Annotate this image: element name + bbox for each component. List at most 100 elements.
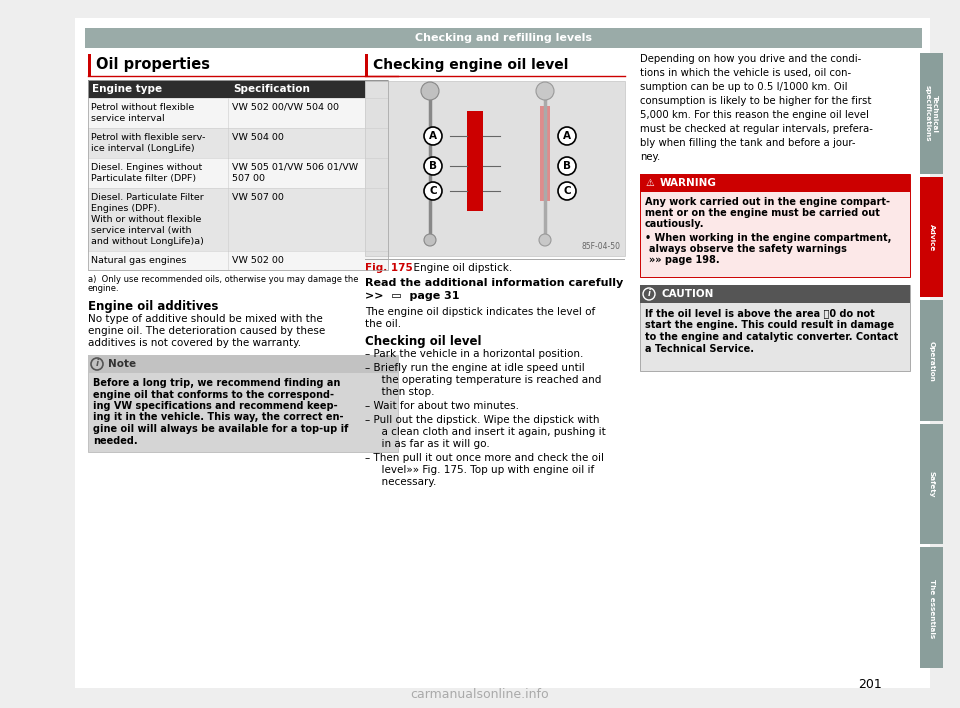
Text: Diesel. Engines without: Diesel. Engines without	[91, 163, 203, 172]
Text: Diesel. Particulate Filter: Diesel. Particulate Filter	[91, 193, 204, 202]
Text: engine oil that conforms to the correspond-: engine oil that conforms to the correspo…	[93, 389, 334, 399]
Text: C: C	[429, 186, 437, 196]
Text: – Then pull it out once more and check the oil: – Then pull it out once more and check t…	[365, 453, 604, 463]
Circle shape	[424, 157, 442, 175]
Bar	[920, 424, 943, 544]
Text: level»» Fig. 175. Top up with engine oil if: level»» Fig. 175. Top up with engine oil…	[375, 465, 594, 475]
Text: ice interval (LongLife): ice interval (LongLife)	[91, 144, 195, 153]
Circle shape	[558, 157, 576, 175]
Bar	[88, 98, 388, 128]
Text: Checking oil level: Checking oil level	[365, 335, 482, 348]
Text: Particulate filter (DPF): Particulate filter (DPF)	[91, 174, 196, 183]
Circle shape	[424, 182, 442, 200]
Text: The engine oil dipstick indicates the level of: The engine oil dipstick indicates the le…	[365, 307, 595, 317]
Text: VW 507 00: VW 507 00	[232, 193, 284, 202]
Text: carmanualsonline.info: carmanualsonline.info	[411, 688, 549, 702]
Text: Fig. 175: Fig. 175	[365, 263, 413, 273]
Text: gine oil will always be available for a top-up if: gine oil will always be available for a …	[93, 424, 348, 434]
Bar	[920, 176, 943, 297]
Text: Engines (DPF).: Engines (DPF).	[91, 204, 160, 213]
Text: Engine type: Engine type	[92, 84, 162, 94]
Text: B: B	[429, 161, 437, 171]
Text: Before a long trip, we recommend finding an: Before a long trip, we recommend finding…	[93, 378, 341, 388]
Text: Read the additional information carefully: Read the additional information carefull…	[365, 278, 623, 288]
Text: – Briefly run the engine at idle speed until: – Briefly run the engine at idle speed u…	[365, 363, 585, 373]
Circle shape	[536, 82, 554, 100]
Text: CAUTION: CAUTION	[662, 289, 714, 299]
Text: start the engine. This could result in damage: start the engine. This could result in d…	[645, 320, 894, 330]
Text: No type of additive should be mixed with the: No type of additive should be mixed with…	[88, 314, 323, 324]
Text: With or without flexible: With or without flexible	[91, 215, 202, 224]
Text: i: i	[648, 290, 651, 299]
Text: Engine oil additives: Engine oil additives	[88, 300, 218, 313]
Circle shape	[421, 82, 439, 100]
Text: B: B	[563, 161, 571, 171]
Text: • When working in the engine compartment,: • When working in the engine compartment…	[645, 233, 892, 243]
Circle shape	[539, 234, 551, 246]
Bar	[88, 158, 388, 188]
Bar	[920, 300, 943, 421]
Text: the operating temperature is reached and: the operating temperature is reached and	[375, 375, 601, 385]
Text: 507 00: 507 00	[232, 174, 265, 183]
Text: Operation: Operation	[928, 341, 934, 382]
Text: Natural gas engines: Natural gas engines	[91, 256, 186, 265]
Text: a clean cloth and insert it again, pushing it: a clean cloth and insert it again, pushi…	[375, 427, 606, 437]
Text: a Technical Service.: a Technical Service.	[645, 344, 754, 354]
Text: WARNING: WARNING	[660, 178, 717, 188]
Text: If the oil level is above the area ⑀0 do not: If the oil level is above the area ⑀0 do…	[645, 308, 875, 318]
Text: and without LongLife)a): and without LongLife)a)	[91, 237, 204, 246]
Bar	[365, 54, 368, 76]
Text: Oil properties: Oil properties	[96, 57, 210, 72]
Text: service interval: service interval	[91, 114, 164, 123]
Bar	[920, 547, 943, 668]
Bar	[540, 106, 550, 201]
Bar	[640, 285, 910, 371]
Bar	[88, 128, 388, 158]
Text: VW 504 00: VW 504 00	[232, 133, 284, 142]
Text: ⚠: ⚠	[646, 178, 655, 188]
Text: A: A	[563, 131, 571, 141]
Text: >>  ▭  page 31: >> ▭ page 31	[365, 291, 460, 301]
Text: engine.: engine.	[88, 284, 120, 293]
Circle shape	[558, 127, 576, 145]
Text: A: A	[429, 131, 437, 141]
Bar	[88, 355, 398, 373]
Text: Checking engine oil level: Checking engine oil level	[373, 58, 568, 72]
Text: »» page 198.: »» page 198.	[649, 255, 720, 265]
Text: VW 505 01/VW 506 01/VW: VW 505 01/VW 506 01/VW	[232, 163, 358, 172]
Text: Checking and refilling levels: Checking and refilling levels	[415, 33, 592, 43]
Text: Note: Note	[108, 359, 136, 369]
Bar	[640, 174, 910, 192]
Text: Any work carried out in the engine compart-: Any work carried out in the engine compa…	[645, 197, 890, 207]
Text: the oil.: the oil.	[365, 319, 401, 329]
Text: then stop.: then stop.	[375, 387, 435, 397]
Text: VW 502 00/VW 504 00: VW 502 00/VW 504 00	[232, 103, 339, 112]
Text: cautiously.: cautiously.	[645, 219, 705, 229]
Text: Petrol without flexible: Petrol without flexible	[91, 103, 194, 112]
Text: Petrol with flexible serv-: Petrol with flexible serv-	[91, 133, 205, 142]
Text: additives is not covered by the warranty.: additives is not covered by the warranty…	[88, 338, 301, 348]
Bar	[88, 355, 398, 452]
Text: a)  Only use recommended oils, otherwise you may damage the: a) Only use recommended oils, otherwise …	[88, 275, 358, 284]
Text: in as far as it will go.: in as far as it will go.	[375, 439, 490, 449]
Bar	[88, 54, 91, 76]
Text: 201: 201	[858, 678, 882, 692]
Text: Depending on how you drive and the condi-
tions in which the vehicle is used, oi: Depending on how you drive and the condi…	[640, 54, 873, 162]
Bar	[640, 174, 910, 277]
Text: always observe the safety warnings: always observe the safety warnings	[649, 244, 847, 254]
Bar	[920, 53, 943, 173]
Text: ment or on the engine must be carried out: ment or on the engine must be carried ou…	[645, 208, 880, 218]
Text: Advice: Advice	[928, 224, 934, 251]
Text: to the engine and catalytic converter. Contact: to the engine and catalytic converter. C…	[645, 332, 899, 342]
Text: The essentials: The essentials	[928, 578, 934, 638]
Text: – Wait for about two minutes.: – Wait for about two minutes.	[365, 401, 519, 411]
Text: C: C	[564, 186, 571, 196]
Text: service interval (with: service interval (with	[91, 226, 191, 235]
Bar	[88, 251, 388, 270]
Circle shape	[558, 182, 576, 200]
Bar	[88, 80, 388, 98]
Text: Technical
specifications: Technical specifications	[925, 86, 938, 142]
Text: needed.: needed.	[93, 435, 137, 445]
Bar	[365, 81, 625, 256]
Text: necessary.: necessary.	[375, 477, 437, 487]
